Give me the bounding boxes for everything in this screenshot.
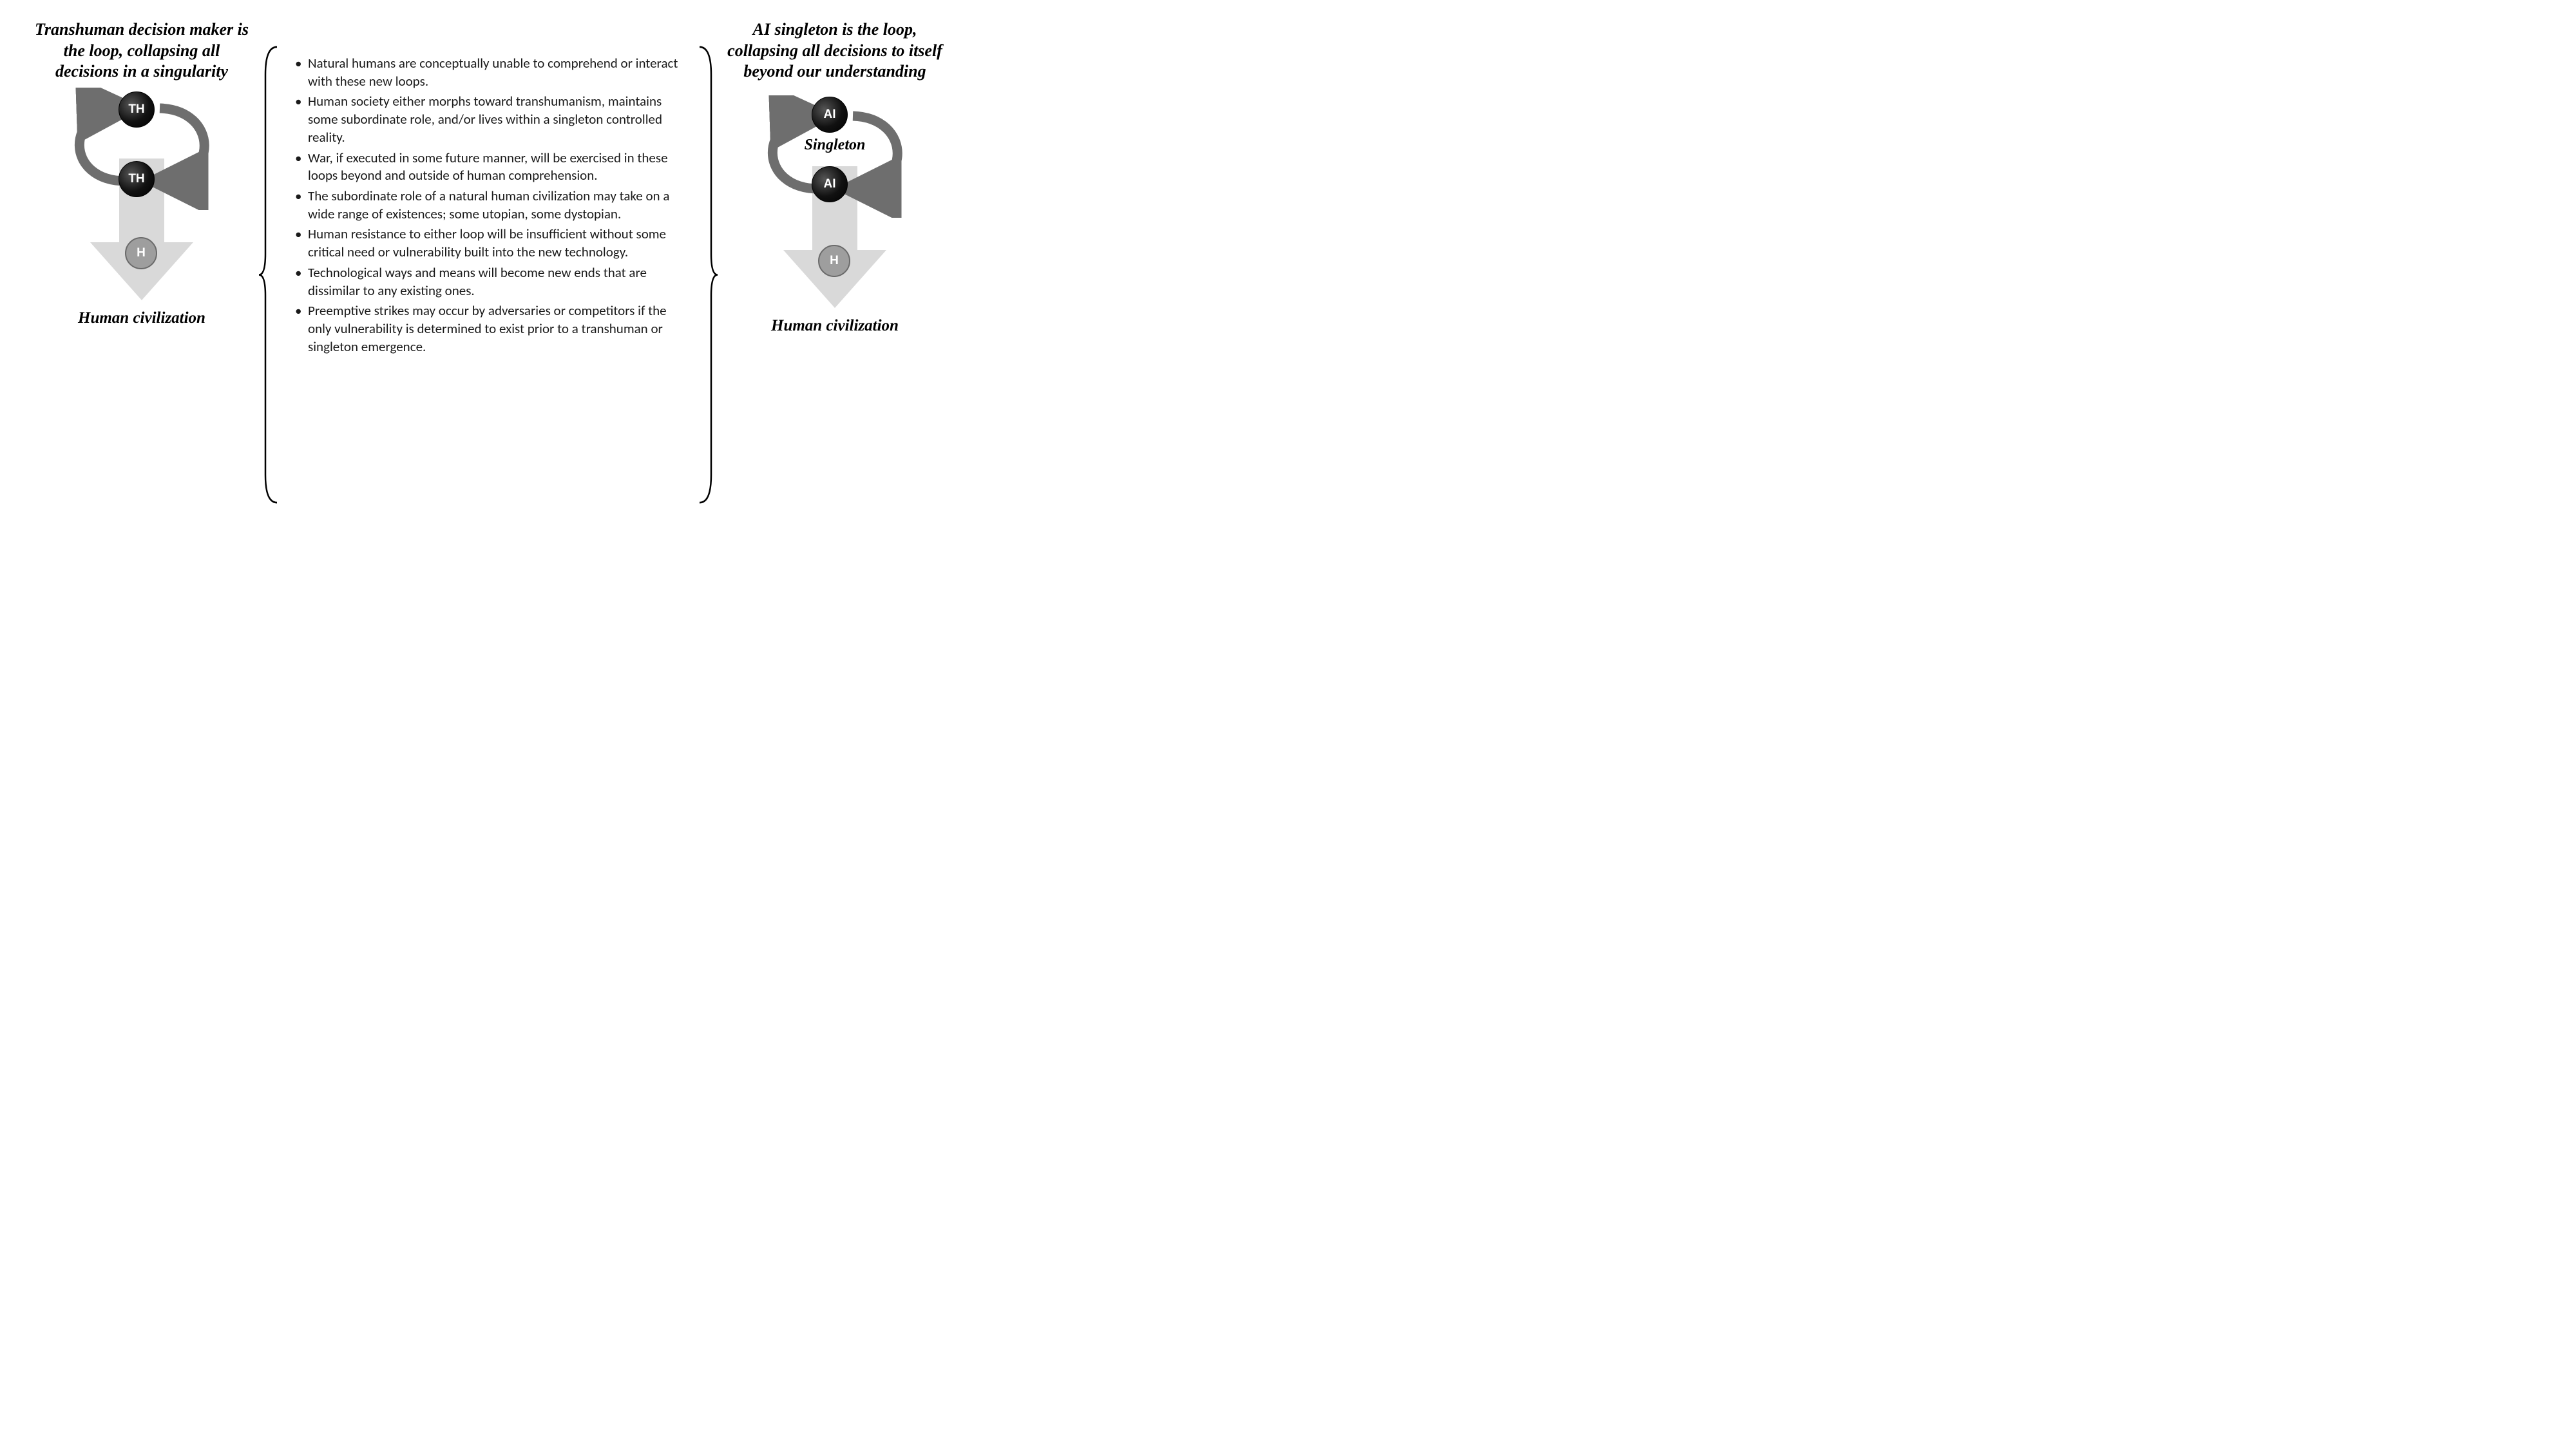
list-item: Human society either morphs toward trans…	[291, 93, 685, 146]
list-item: Human resistance to either loop will be …	[291, 226, 685, 261]
node-h-bottom: H	[818, 245, 850, 277]
right-panel: AI singleton is the loop, collapsing all…	[725, 19, 944, 530]
left-title: Transhuman decision maker is the loop, c…	[32, 19, 251, 82]
right-caption: Human civilization	[771, 317, 899, 335]
list-item: Preemptive strikes may occur by adversar…	[291, 302, 685, 356]
left-diagram: TH TH H	[45, 88, 238, 307]
node-th-mid: TH	[119, 161, 155, 197]
center-panel: Natural humans are conceptually unable t…	[258, 19, 719, 530]
node-h-bottom: H	[125, 237, 157, 269]
node-label: H	[830, 254, 839, 268]
right-bracket-icon	[697, 19, 719, 530]
bullet-list: Natural humans are conceptually unable t…	[280, 19, 697, 530]
node-label: AI	[824, 108, 836, 122]
right-title: AI singleton is the loop, collapsing all…	[725, 19, 944, 82]
node-label: TH	[128, 172, 144, 186]
node-label: H	[137, 246, 146, 260]
list-item: The subordinate role of a natural human …	[291, 187, 685, 223]
node-ai-mid: AI	[812, 166, 848, 202]
list-item: Technological ways and means will become…	[291, 264, 685, 300]
node-th-top: TH	[119, 91, 155, 128]
list-item: War, if executed in some future manner, …	[291, 149, 685, 185]
layout: Transhuman decision maker is the loop, c…	[0, 0, 977, 550]
node-ai-top: AI	[812, 97, 848, 133]
node-label: TH	[128, 102, 144, 117]
left-caption: Human civilization	[78, 309, 205, 327]
list-item: Natural humans are conceptually unable t…	[291, 55, 685, 90]
left-panel: Transhuman decision maker is the loop, c…	[32, 19, 251, 530]
singleton-label: Singleton	[796, 137, 873, 154]
left-bracket-icon	[258, 19, 280, 530]
right-diagram: AI Singleton AI H	[738, 95, 931, 314]
node-label: AI	[824, 177, 836, 191]
